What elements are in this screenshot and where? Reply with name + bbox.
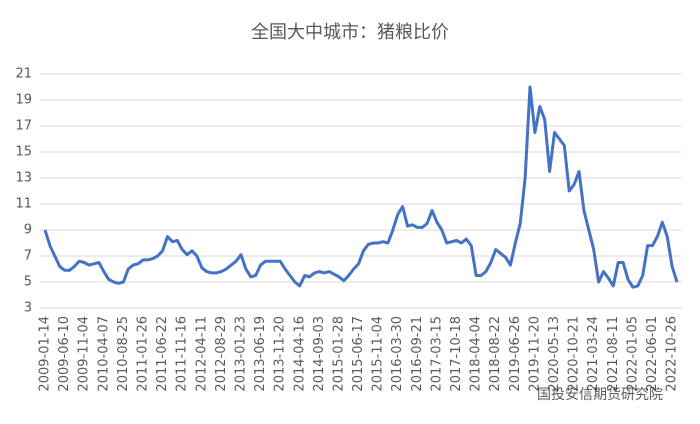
y-tick-label: 11 (15, 197, 32, 212)
plot-area: 3 5 7 9 11 13 15 17 19 21 2009-01-14 2009-06-10 2009… (15, 67, 682, 392)
y-tick-label: 5 (24, 275, 32, 290)
x-tick-label: 2010-04-07 (96, 316, 111, 392)
x-tick-label: 2009-01-14 (38, 316, 53, 392)
y-tick-label: 17 (15, 119, 32, 134)
x-tick-label: 2011-06-22 (155, 316, 170, 392)
x-tick-label: 2019-06-26 (508, 316, 523, 392)
x-tick-label: 2009-11-04 (77, 316, 92, 392)
x-tick-label: 2017-03-15 (429, 316, 444, 392)
x-tick-label: 2014-09-03 (312, 316, 327, 392)
x-tick-label: 2021-03-24 (586, 316, 601, 392)
x-tick-label: 2011-11-16 (175, 316, 190, 392)
x-tick-label: 2020-05-13 (547, 316, 562, 392)
x-tick-label: 2018-04-04 (469, 316, 484, 392)
x-tick-label: 2022-06-01 (645, 316, 660, 392)
x-tick-label: 2011-01-26 (135, 316, 150, 392)
y-tick-label: 3 (24, 301, 32, 316)
y-tick-label: 7 (24, 249, 32, 264)
x-tick-label: 2020-10-21 (567, 316, 582, 392)
x-tick-label: 2015-06-17 (351, 316, 366, 392)
x-tick-label: 2012-08-29 (214, 316, 229, 392)
x-tick-label: 2016-03-30 (390, 316, 405, 392)
x-tick-label: 2013-11-20 (273, 316, 288, 392)
x-tick-label: 2013-06-19 (253, 316, 268, 392)
x-tick-label: 2012-04-11 (194, 316, 209, 392)
x-tick-label: 2018-08-22 (488, 316, 503, 392)
chart-title: 全国大中城市：猪粮比价 (251, 22, 449, 43)
y-tick-label: 13 (15, 171, 32, 186)
y-tick-label: 19 (15, 93, 32, 108)
data-line (43, 85, 679, 289)
x-tick-label: 2017-10-18 (449, 316, 464, 392)
x-tick-label: 2022-01-05 (625, 316, 640, 392)
x-tick-label: 2019-11-20 (527, 316, 542, 392)
x-tick-label: 2015-11-04 (371, 316, 386, 392)
y-tick-label: 9 (24, 223, 32, 238)
x-tick-label: 2015-01-28 (331, 316, 346, 392)
y-tick-label: 15 (15, 145, 32, 160)
x-tick-label: 2016-09-21 (410, 316, 425, 392)
x-tick-label: 2013-01-23 (233, 316, 248, 392)
x-tick-label: 2014-04-16 (292, 316, 307, 392)
x-tick-label: 2010-08-25 (116, 316, 131, 392)
watermark: 国投安信期货研究院 (537, 386, 663, 403)
x-tick-label: 2021-08-11 (606, 316, 621, 392)
x-tick-label: 2022-10-26 (665, 316, 680, 392)
y-tick-label: 21 (15, 67, 32, 82)
x-tick-label: 2009-06-10 (57, 316, 72, 392)
